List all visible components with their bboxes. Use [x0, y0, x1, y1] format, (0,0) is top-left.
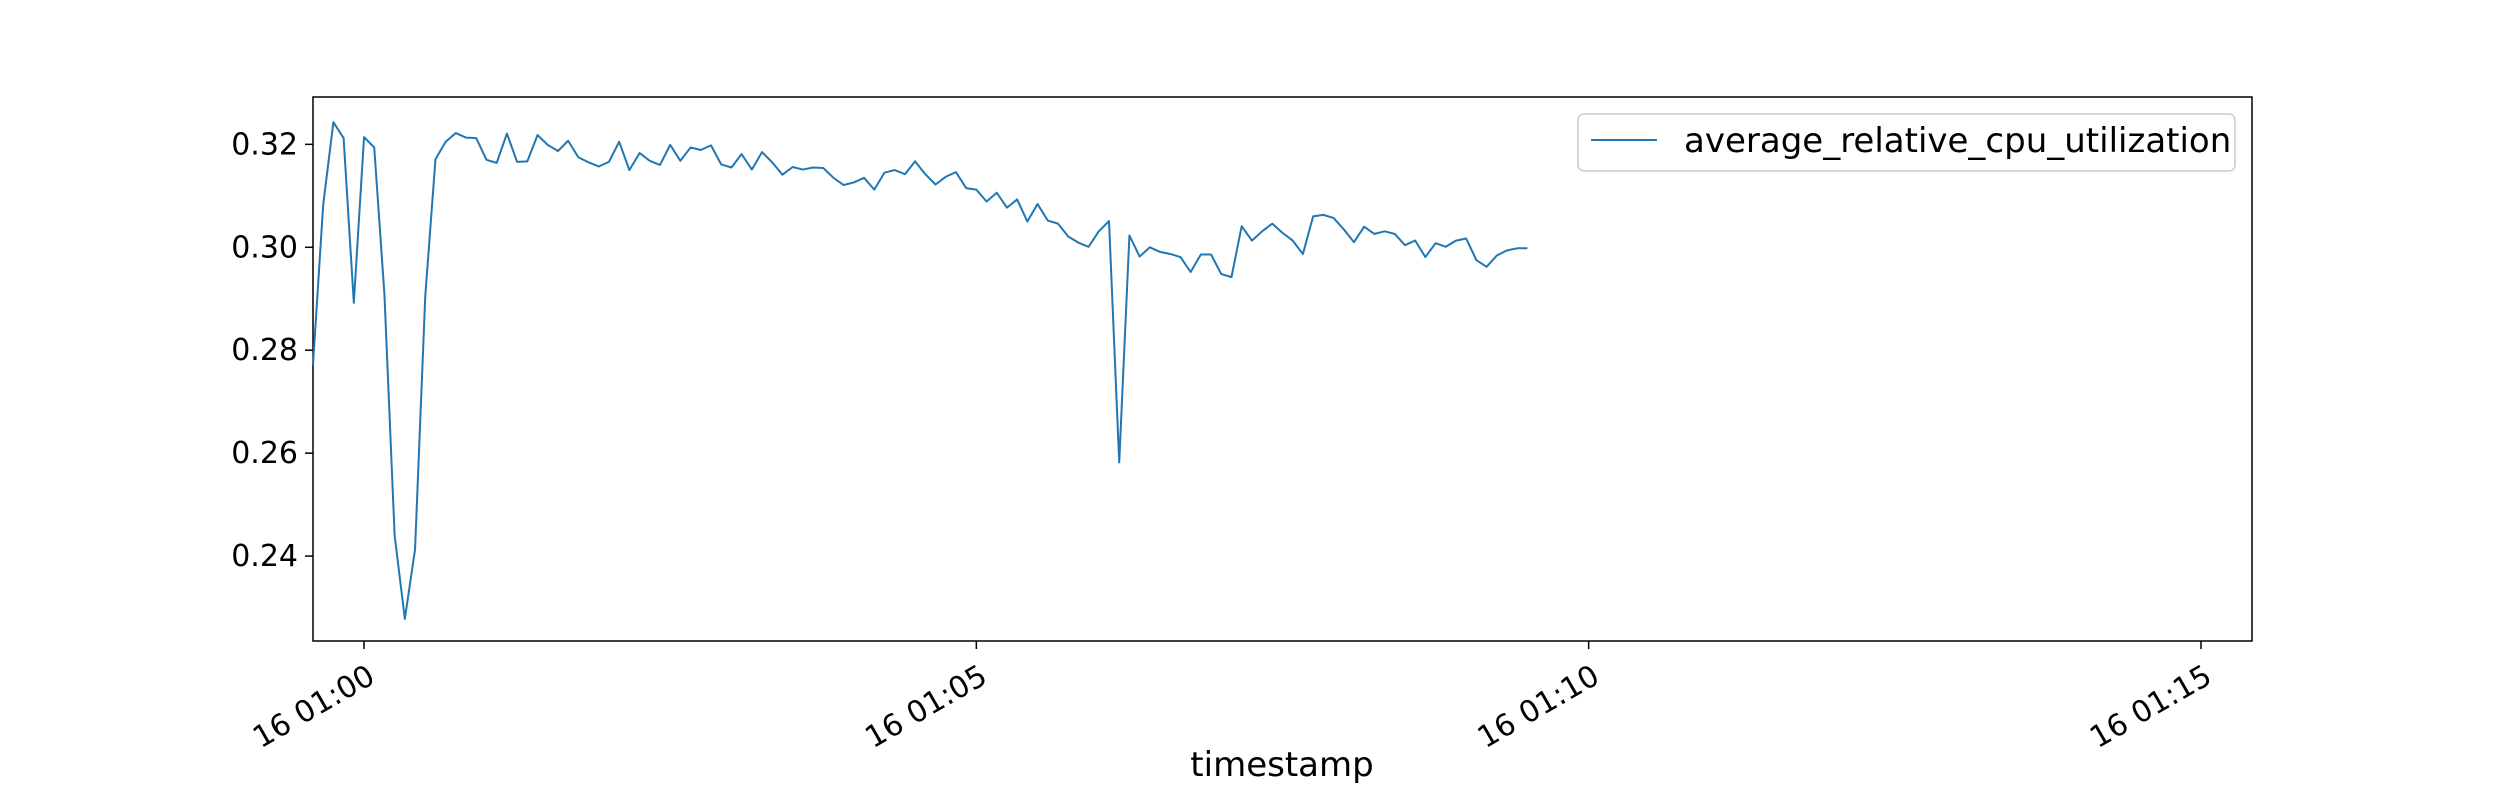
legend: average_relative_cpu_utilization	[1577, 113, 2236, 172]
x-axis-label: timestamp	[1190, 745, 1373, 785]
x-tick-label: 16 01:10	[1472, 658, 1606, 755]
y-tick-label: 0.26	[231, 436, 298, 471]
legend-entry-label: average_relative_cpu_utilization	[1684, 121, 2231, 161]
plot-area	[312, 96, 2253, 642]
series-line-0	[312, 121, 1528, 620]
axes-frame	[312, 96, 2253, 642]
x-tick-label: 16 01:00	[247, 658, 381, 755]
x-tick-label: 16 01:15	[2084, 658, 2218, 755]
series-group	[312, 121, 1528, 620]
legend-box	[1577, 113, 2236, 172]
y-tick-label: 0.30	[231, 230, 298, 265]
x-tick-label: 16 01:05	[859, 658, 993, 755]
y-tick-label: 0.32	[231, 127, 298, 162]
y-tick-label: 0.28	[231, 333, 298, 368]
y-tick-label: 0.24	[231, 539, 298, 574]
x-axis: 16 01:00 16 01:05 16 01:10 16 01:15	[247, 641, 2218, 756]
y-axis: 0.24 0.26 0.28 0.30 0.32	[231, 127, 313, 574]
